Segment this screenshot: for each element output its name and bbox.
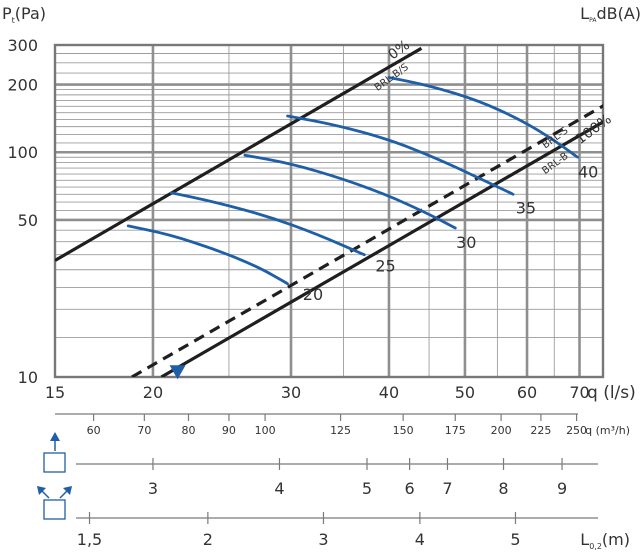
noise-curve-20 xyxy=(126,224,289,286)
y-tick-label: 10 xyxy=(18,368,38,387)
opening-line-0 xyxy=(55,46,423,262)
plot-frame xyxy=(53,43,605,379)
y-axis-title: Pt(Pa) xyxy=(2,4,46,25)
scale-tick-label: 6 xyxy=(405,479,415,498)
x-tick-label: 70 xyxy=(569,383,589,402)
noise-label-30: 30 xyxy=(456,233,476,252)
scale-tick-label: 70 xyxy=(137,424,151,437)
scale-tick-label: 125 xyxy=(330,424,351,437)
scale-tick-label: 3 xyxy=(318,530,328,549)
flow-marker-triangle xyxy=(169,365,186,380)
scale-tick-label: 8 xyxy=(498,479,508,498)
scale-tick-label: 225 xyxy=(530,424,551,437)
opening-line-100 xyxy=(160,120,603,377)
x-tick-label: 50 xyxy=(455,383,475,402)
x-tick-label: 15 xyxy=(45,383,65,402)
noise-curve-40 xyxy=(387,76,579,159)
noise-label-25: 25 xyxy=(375,257,395,276)
noise-curves xyxy=(126,76,579,286)
axis-ticks: 10 50 100 200 300 15 20 30 40 50 60 70 xyxy=(7,36,589,402)
scale-tick-label: 60 xyxy=(87,424,101,437)
x-axis-title: q (l/s) xyxy=(587,383,636,403)
scale-tick-label: 1,5 xyxy=(77,530,102,549)
scale-tick-label: 4 xyxy=(274,479,284,498)
scale-tick-label: 250 xyxy=(566,424,587,437)
noise-curve-30 xyxy=(243,153,457,230)
scale-tick-label: 4 xyxy=(415,530,425,549)
outlet-box-icon xyxy=(43,499,66,520)
x-tick-label: 60 xyxy=(517,383,537,402)
noise-label-20: 20 xyxy=(303,285,323,304)
arrow-up-icon xyxy=(50,432,60,451)
y-tick-label: 200 xyxy=(7,76,38,95)
scale-tick-label: 5 xyxy=(362,479,372,498)
opening-line-brls xyxy=(131,104,603,377)
y-tick-label: 50 xyxy=(18,211,38,230)
scale-unit-throw: L0,2(m) xyxy=(580,530,630,551)
noise-curve-35 xyxy=(286,114,515,196)
x-tick-label: 20 xyxy=(143,383,163,402)
secondary-scales: 60 70 80 90 100 125 150 175 200 225 250 3 4 5 6 7 8 9 1,5 2… xyxy=(55,413,630,551)
x-tick-label: 40 xyxy=(379,383,399,402)
y-tick-label: 300 xyxy=(7,36,38,55)
scale-tick-label: 2 xyxy=(203,530,213,549)
scale-tick-label: 3 xyxy=(148,479,158,498)
scale-tick-label: 100 xyxy=(255,424,276,437)
opening-lines xyxy=(55,46,603,377)
scale-tick-label: 7 xyxy=(442,479,452,498)
noise-curve-25 xyxy=(169,191,366,257)
arrows-diagonal-icon xyxy=(37,486,72,499)
scale-tick-label: 90 xyxy=(222,424,236,437)
outlet-box-icon xyxy=(43,452,66,473)
noise-label-40: 40 xyxy=(578,162,598,181)
scale-tick-label: 9 xyxy=(557,479,567,498)
scale-tick-label: 80 xyxy=(181,424,195,437)
noise-label-35: 35 xyxy=(516,198,536,217)
scale-tick-label: 175 xyxy=(445,424,466,437)
scale-unit-m3h: q (m³/h) xyxy=(585,424,630,437)
y-tick-label: 100 xyxy=(7,143,38,162)
sound-level-title: LPAdB(A) xyxy=(580,4,641,24)
scale-tick-label: 150 xyxy=(393,424,414,437)
scale-tick-label: 5 xyxy=(510,530,520,549)
x-tick-label: 30 xyxy=(281,383,301,402)
scale-tick-label: 200 xyxy=(491,424,512,437)
